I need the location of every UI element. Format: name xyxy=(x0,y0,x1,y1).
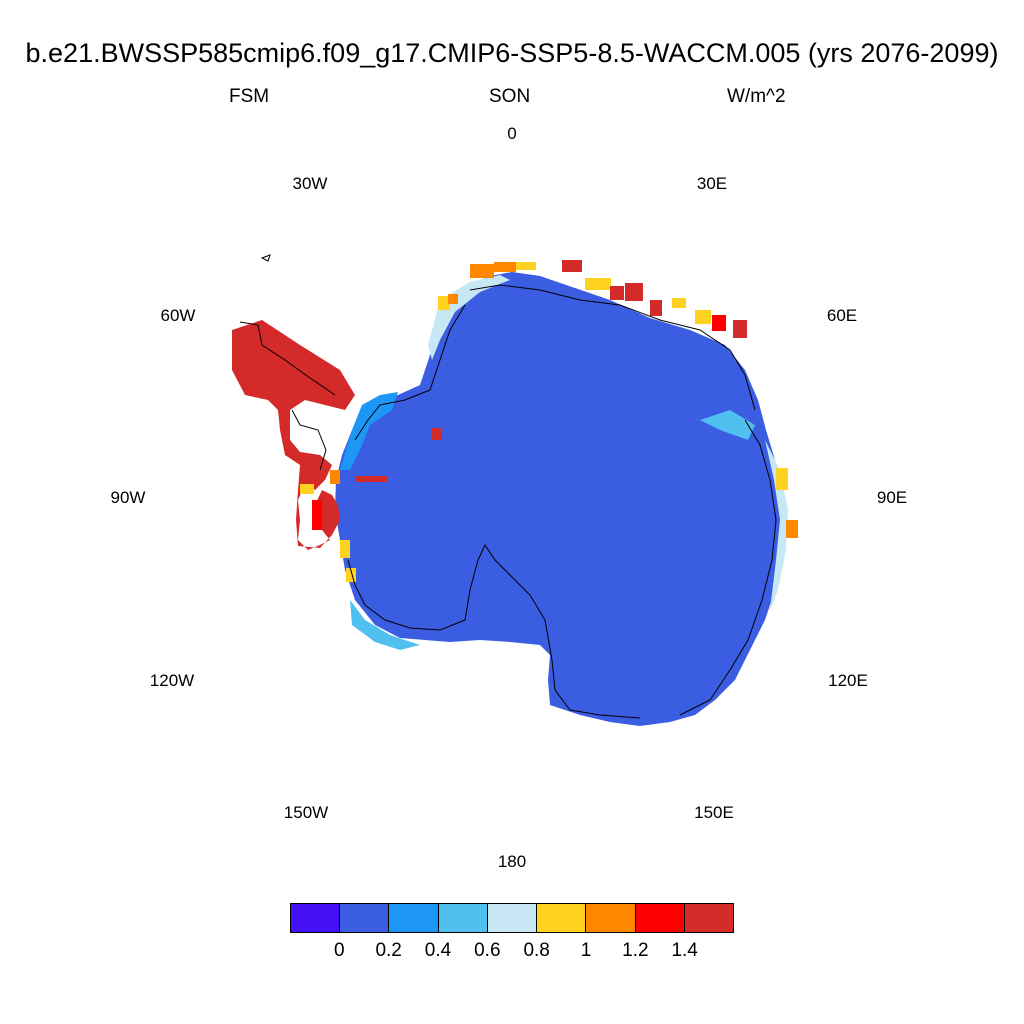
colorbar-tick-label: 1.4 xyxy=(671,940,698,961)
colorbar-box xyxy=(537,904,587,932)
season-label: SON xyxy=(489,86,531,107)
colorbar-box xyxy=(487,904,538,932)
lon-label-150w: 150W xyxy=(283,803,329,822)
colorbar-box xyxy=(389,904,439,932)
colorbar xyxy=(290,903,734,933)
lon-label-30e: 30E xyxy=(696,174,728,193)
colorbar-box xyxy=(340,904,390,932)
variable-label: FSM xyxy=(229,86,270,107)
colorbar-tick-label: 0.4 xyxy=(424,940,452,961)
lon-label-0: 0 xyxy=(507,124,517,143)
colorbar-box xyxy=(291,904,341,932)
lon-label-30w: 30W xyxy=(292,174,328,193)
small-island xyxy=(260,254,271,262)
colorbar-tick-label: 1 xyxy=(580,940,592,961)
lon-label-90w: 90W xyxy=(110,488,146,507)
lon-label-180: 180 xyxy=(497,852,527,871)
colorbar-box xyxy=(586,904,636,932)
lon-label-120e: 120E xyxy=(828,671,868,690)
colorbar-box xyxy=(635,904,685,932)
coastal-high-values xyxy=(330,260,798,582)
colorbar-tick-label: 0.8 xyxy=(523,940,550,961)
shelf-fringe-amery xyxy=(700,410,755,440)
peninsula-field xyxy=(232,320,355,550)
colorbar-tick-label: 0.2 xyxy=(375,940,402,961)
lon-label-60e: 60E xyxy=(826,306,858,325)
units-label: W/m^2 xyxy=(727,86,786,107)
peninsula-cell xyxy=(300,484,314,494)
colorbar-box xyxy=(684,904,733,932)
lon-label-120w: 120W xyxy=(149,671,195,690)
lon-label-90e: 90E xyxy=(876,488,908,507)
colorbar-tick-label: 1.2 xyxy=(622,940,649,961)
lon-label-60w: 60W xyxy=(160,306,196,325)
plot-title: b.e21.BWSSP585cmip6.f09_g17.CMIP6-SSP5-8… xyxy=(25,38,999,68)
continent-field xyxy=(335,272,784,726)
coastal-ring-west xyxy=(340,392,398,470)
shelf-fringe-ross xyxy=(350,600,420,650)
colorbar-tick-label: 0.6 xyxy=(474,940,501,961)
peninsula-coastline xyxy=(239,321,336,471)
colorbar-tick-label: 0 xyxy=(334,940,345,961)
colorbar-box xyxy=(438,904,488,932)
lon-label-150e: 150E xyxy=(694,803,734,822)
coastline xyxy=(347,284,777,719)
peninsula-cell xyxy=(312,500,322,530)
